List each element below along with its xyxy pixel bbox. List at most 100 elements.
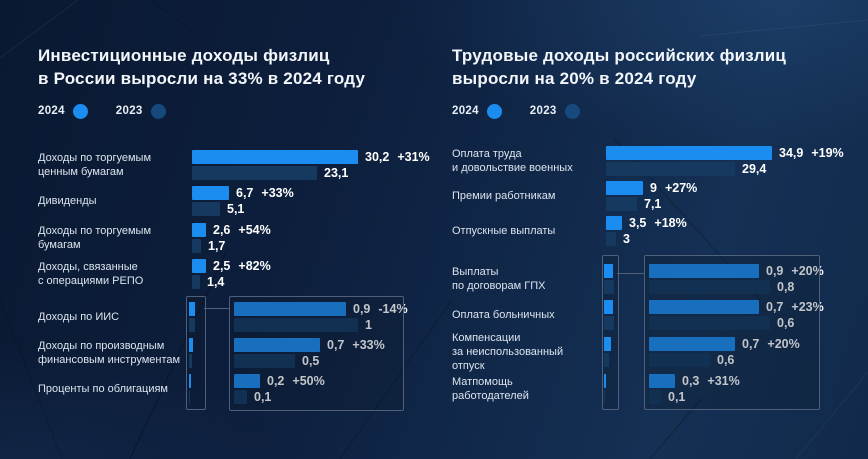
- category-label: Отпускные выплаты: [452, 224, 604, 238]
- pct-change-label: +19%: [811, 146, 844, 160]
- category-label-line: Доходы по торгуемым: [38, 224, 152, 237]
- value-label-2023: 3: [623, 232, 630, 246]
- category-label: Проценты по облигациям: [38, 382, 190, 396]
- category-label: Компенсации за неиспользованный отпуск: [452, 331, 604, 373]
- value-label-2024: 2,6 +54%: [213, 223, 271, 237]
- category-label-line: Проценты по облигациям: [38, 382, 168, 395]
- category-label: Доходы, связанные с операциями РЕПО: [38, 260, 190, 288]
- bar-2023: [649, 390, 661, 404]
- mini-bar-2023: [189, 354, 192, 368]
- mini-bar-2024: [604, 264, 613, 278]
- value-label-2023: 1,7: [208, 239, 226, 253]
- mini-bar-2023: [604, 353, 609, 367]
- pct-change-label: +18%: [654, 216, 687, 230]
- category-label-line: ценным бумагам: [38, 165, 124, 178]
- chart-title-line: Трудовые доходы российских физлиц: [452, 46, 787, 65]
- value-2024: 0,7: [327, 338, 345, 352]
- value-label-2023: 23,1: [324, 166, 349, 180]
- mini-bar-2023: [189, 390, 190, 404]
- value-2024: 0,9: [353, 302, 371, 316]
- bar-2024: [649, 337, 735, 351]
- pct-change-label: +31%: [707, 374, 740, 388]
- category-label-line: бумагам: [38, 238, 81, 251]
- value-label-2024: 34,9 +19%: [779, 146, 844, 160]
- category-label-line: Доходы по торгуемым: [38, 151, 152, 164]
- value-label-2024: 0,7 +20%: [742, 337, 800, 351]
- category-label-line: Доходы, связанные: [38, 260, 138, 273]
- pct-change-label: +31%: [397, 150, 430, 164]
- chart-title-line: в России выросли на 33% в 2024 году: [38, 69, 366, 88]
- value-label-2023: 7,1: [644, 197, 662, 211]
- value-label-2024: 3,5 +18%: [629, 216, 687, 230]
- inset-connector-line: [204, 308, 229, 309]
- category-label: Доходы по торгуемым бумагам: [38, 224, 190, 252]
- category-label: Премии работникам: [452, 189, 604, 203]
- category-label-line: Матпомощь: [452, 375, 513, 388]
- bar-2024: [192, 223, 206, 237]
- value-label-2024: 6,7 +33%: [236, 186, 294, 200]
- category-label-line: Дивиденды: [38, 194, 97, 207]
- category-label-line: работодателей: [452, 389, 529, 402]
- pct-change-label: +33%: [261, 186, 294, 200]
- bar-2023: [234, 318, 358, 332]
- category-label: Доходы по ИИС: [38, 310, 190, 324]
- category-label: Доходы по производным финансовым инструме…: [38, 339, 190, 367]
- bar-2024: [649, 374, 675, 388]
- value-label-2024: 0,9 +20%: [766, 264, 824, 278]
- category-label-line: с операциями РЕПО: [38, 274, 144, 287]
- value-label-2023: 0,5: [302, 354, 320, 368]
- mini-bar-2024: [604, 337, 611, 351]
- pct-change-label: +82%: [238, 259, 271, 273]
- pct-change-label: +33%: [352, 338, 385, 352]
- zoom-inset-box: [229, 296, 404, 411]
- mini-bar-2023: [604, 390, 605, 404]
- legend-2024-label: 2024: [38, 105, 65, 117]
- bar-2023: [234, 390, 247, 404]
- chart-title-line: Инвестиционные доходы физлиц: [38, 46, 330, 65]
- value-2024: 0,7: [766, 300, 784, 314]
- bar-2023: [649, 280, 770, 294]
- bar-2023: [649, 316, 770, 330]
- category-label: Оплата больничных: [452, 308, 604, 322]
- legend-2024-swatch: [72, 103, 88, 119]
- category-label: Дивиденды: [38, 194, 190, 208]
- value-label-2024: 30,2 +31%: [365, 150, 430, 164]
- legend-2023-swatch: [150, 103, 166, 119]
- category-label-line: и довольствие военных: [452, 161, 573, 174]
- legend-2023-label: 2023: [115, 105, 143, 117]
- value-label-2024: 9 +27%: [650, 181, 697, 195]
- value-label-2024: 2,5 +82%: [213, 259, 271, 273]
- pct-change-label: +20%: [791, 264, 824, 278]
- mini-bar-2023: [189, 318, 195, 332]
- value-label-2023: 0,1: [668, 390, 686, 404]
- bar-2023: [192, 275, 200, 289]
- mini-bar-2024: [604, 374, 606, 388]
- value-label-2023: 5,1: [227, 202, 245, 216]
- value-2024: 2,6: [213, 223, 231, 237]
- pct-change-label: +54%: [238, 223, 271, 237]
- bar-2024: [192, 186, 229, 200]
- value-2024: 6,7: [236, 186, 254, 200]
- legend-2024-swatch: [486, 103, 502, 119]
- value-label-2023: 0,6: [717, 353, 735, 367]
- bar-2024: [234, 338, 320, 352]
- bar-2023: [192, 166, 317, 180]
- value-2024: 2,5: [213, 259, 231, 273]
- value-label-2024: 0,2 +50%: [267, 374, 325, 388]
- bar-2023: [606, 232, 616, 246]
- category-label-line: Выплаты: [452, 265, 499, 278]
- legend-2023-label: 2023: [529, 105, 557, 117]
- category-label-line: Оплата труда: [452, 147, 522, 160]
- category-label: Выплаты по договорам ГПХ: [452, 265, 604, 293]
- category-label: Доходы по торгуемым ценным бумагам: [38, 151, 190, 179]
- bar-2023: [606, 162, 735, 176]
- bar-2024: [192, 259, 206, 273]
- chart-title-investment: Инвестиционные доходы физлиц в России вы…: [38, 44, 365, 90]
- bar-2023: [606, 197, 637, 211]
- mini-bar-2023: [604, 316, 614, 330]
- bar-2024: [234, 302, 346, 316]
- category-label-line: Компенсации: [452, 331, 521, 344]
- category-label-line: Оплата больничных: [452, 308, 555, 321]
- value-label-2023: 0,6: [777, 316, 795, 330]
